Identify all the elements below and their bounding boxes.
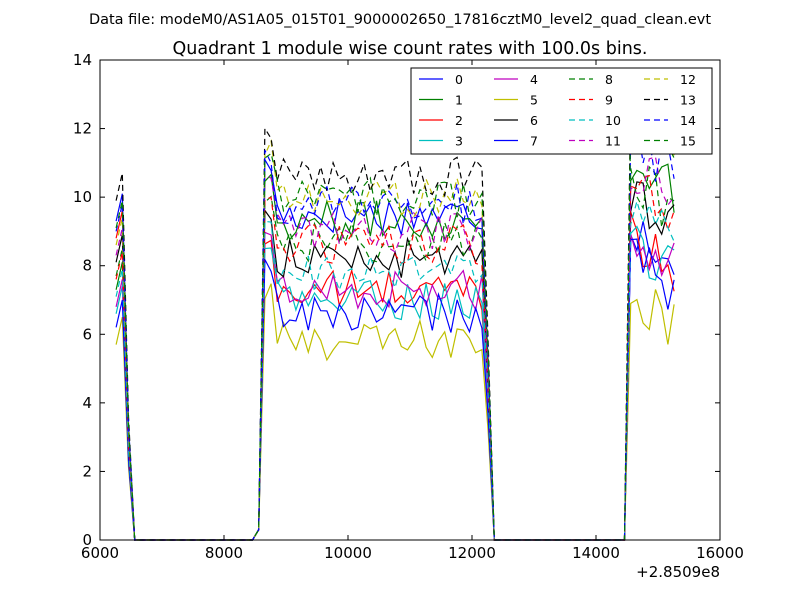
legend-label-1: 1 bbox=[455, 93, 463, 108]
legend-label-6: 6 bbox=[530, 113, 538, 128]
legend-label-13: 13 bbox=[680, 93, 696, 108]
series-1-line bbox=[115, 163, 675, 541]
legend-label-8: 8 bbox=[605, 72, 613, 87]
y-tick-label: 2 bbox=[82, 462, 92, 480]
y-tick-label: 12 bbox=[73, 120, 92, 138]
series-6-line bbox=[115, 181, 675, 541]
legend-label-2: 2 bbox=[455, 113, 463, 128]
y-tick-label: 6 bbox=[82, 325, 92, 343]
x-tick-label: 12000 bbox=[448, 544, 496, 562]
series-5-line bbox=[115, 283, 675, 541]
series-0-line bbox=[115, 157, 675, 541]
legend-label-5: 5 bbox=[530, 93, 538, 108]
x-tick-label: 10000 bbox=[324, 544, 372, 562]
x-tick-label: 8000 bbox=[205, 544, 243, 562]
legend-frame bbox=[410, 67, 713, 155]
series-9-line bbox=[115, 174, 675, 541]
chart-title: Quadrant 1 module wise count rates with … bbox=[173, 39, 648, 59]
series-12-line bbox=[115, 98, 675, 541]
series-7-line bbox=[115, 238, 675, 541]
legend-label-9: 9 bbox=[605, 93, 613, 108]
legend-label-10: 10 bbox=[605, 113, 621, 128]
series-2-line bbox=[115, 210, 675, 541]
x-tick-label: 16000 bbox=[696, 544, 744, 562]
y-tick-label: 8 bbox=[82, 257, 92, 275]
series-4-line bbox=[115, 231, 675, 541]
legend-label-3: 3 bbox=[455, 134, 463, 149]
y-tick-label: 4 bbox=[82, 394, 92, 412]
y-tick-label: 14 bbox=[73, 51, 92, 69]
y-tick-label: 0 bbox=[82, 531, 92, 549]
y-tick-label: 10 bbox=[73, 188, 92, 206]
series-layer bbox=[115, 94, 675, 541]
legend-label-0: 0 bbox=[455, 72, 463, 87]
legend-label-4: 4 bbox=[530, 72, 538, 87]
plot-frame bbox=[99, 59, 721, 541]
legend-label-11: 11 bbox=[605, 134, 621, 149]
legend-label-14: 14 bbox=[680, 113, 696, 128]
series-8-line bbox=[115, 165, 675, 541]
x-tick-label: 6000 bbox=[81, 544, 119, 562]
figure-suptitle: Data file: modeM0/AS1A05_015T01_90000026… bbox=[89, 12, 711, 28]
x-offset-label: +2.8509e8 bbox=[636, 563, 720, 581]
legend-label-12: 12 bbox=[680, 72, 696, 87]
x-tick-label: 14000 bbox=[572, 544, 620, 562]
legend-label-7: 7 bbox=[530, 134, 538, 149]
legend-label-15: 15 bbox=[680, 134, 696, 149]
